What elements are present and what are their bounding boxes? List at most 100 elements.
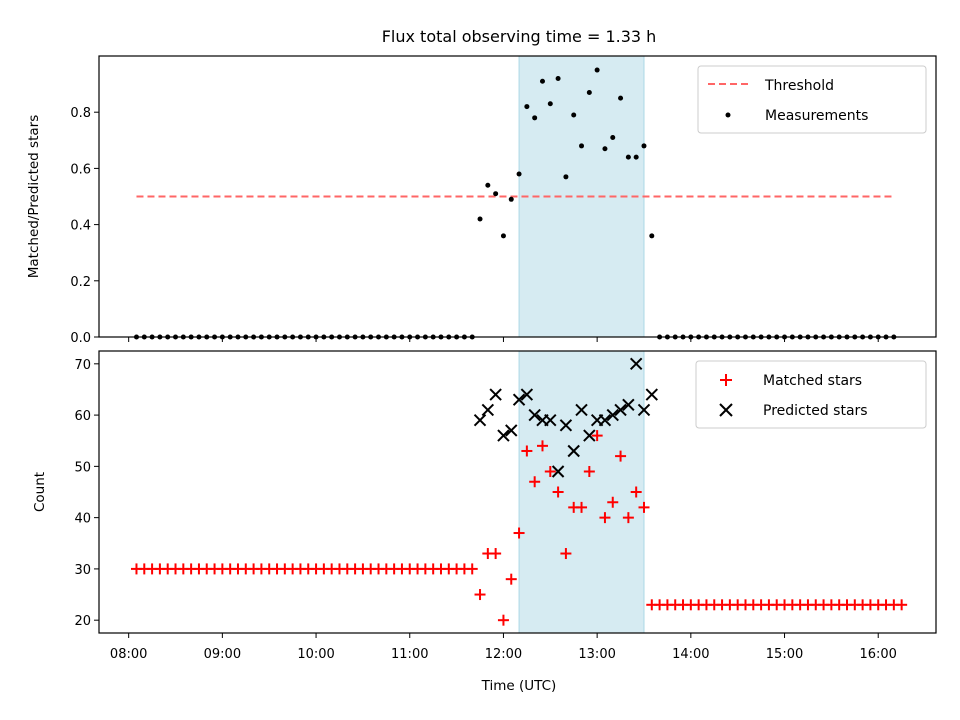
y-tick-label: 0.6: [70, 162, 91, 177]
matched-star-point: [896, 599, 908, 611]
matched-star-point: [536, 440, 548, 452]
top-panel: 0.00.20.40.60.8 Matched/Predicted stars …: [26, 55, 937, 346]
predicted-star-point: [637, 403, 651, 417]
matched-star-point: [505, 573, 517, 585]
chart-title: Flux total observing time = 1.33 h: [382, 27, 657, 46]
matched-star-point: [474, 589, 486, 601]
bottom-panel: 20 30 40 50 60 70 08:00 09:00 10:00 11:00 12:00 13…: [32, 350, 937, 694]
y-tick-label: 0.0: [70, 331, 91, 346]
matched-star-point: [490, 548, 502, 560]
top-y-ticks: 0.0 0.2 0.4 0.6 0.8: [70, 106, 99, 346]
legend-predicted-swatch: [719, 403, 733, 417]
predicted-star-point: [614, 403, 627, 417]
x-tick-label: 10:00: [297, 647, 334, 662]
top-y-axis-label: Matched/Predicted stars: [26, 115, 42, 278]
measurement-point: [579, 143, 585, 149]
matched-star-point: [599, 512, 611, 524]
x-tick-label: 13:00: [578, 647, 615, 662]
bottom-axes-frame: [98, 350, 937, 634]
predicted-star-point: [575, 403, 588, 417]
matched-star-point: [560, 548, 572, 560]
matched-star-point: [521, 445, 533, 457]
predicted-star-point: [622, 398, 635, 412]
y-tick-label: 50: [74, 460, 91, 475]
measurement-point: [516, 171, 522, 177]
x-tick-label: 15:00: [766, 647, 803, 662]
x-tick-label: 16:00: [859, 647, 896, 662]
predicted-stars-points: [473, 357, 659, 478]
measurement-point: [602, 146, 608, 152]
measurement-point: [532, 115, 538, 121]
matched-star-point: [630, 486, 642, 498]
measurement-point: [493, 191, 499, 197]
y-tick-label: 70: [74, 358, 91, 373]
predicted-star-point: [559, 419, 573, 432]
predicted-star-point: [512, 393, 526, 406]
y-tick-label: 0.2: [70, 275, 91, 290]
legend-threshold-label: Threshold: [764, 78, 834, 94]
measurement-points: [133, 67, 897, 340]
predicted-star-point: [606, 408, 619, 422]
predicted-star-point: [645, 388, 659, 401]
predicted-star-point: [598, 414, 612, 427]
top-axes-frame: [98, 55, 937, 338]
predicted-star-point: [497, 429, 510, 442]
legend-matched-label: Matched stars: [763, 373, 862, 389]
bottom-legend: Matched stars Predicted stars: [695, 360, 927, 429]
top-legend: Threshold Measurements: [697, 65, 927, 134]
predicted-star-point: [473, 414, 487, 427]
legend-measurements-swatch: [725, 112, 731, 118]
measurement-point: [594, 67, 600, 73]
y-tick-label: 60: [74, 409, 91, 424]
matched-star-point: [622, 512, 634, 524]
predicted-star-point: [551, 465, 565, 478]
y-tick-label: 0.8: [70, 106, 91, 121]
y-tick-label: 40: [74, 512, 91, 527]
bottom-y-axis-label: Count: [32, 472, 48, 512]
matched-star-point: [466, 563, 478, 575]
matched-star-point: [529, 476, 541, 488]
x-tick-label: 08:00: [110, 647, 147, 662]
measurement-point: [508, 196, 514, 202]
matched-star-point: [513, 527, 525, 539]
measurement-point: [485, 182, 491, 188]
matched-star-point: [552, 486, 564, 498]
y-tick-label: 20: [74, 614, 91, 629]
measurement-point: [625, 154, 631, 160]
predicted-star-point: [528, 408, 541, 422]
matched-star-point: [607, 496, 619, 508]
predicted-star-point: [629, 357, 643, 371]
matched-star-point: [638, 501, 650, 513]
measurement-point: [500, 233, 506, 239]
predicted-star-point: [544, 414, 557, 427]
measurement-point: [524, 104, 530, 110]
x-tick-label: 11:00: [391, 647, 428, 662]
matched-star-point: [497, 614, 509, 626]
legend-measurements-label: Measurements: [765, 108, 868, 124]
legend-matched-swatch: [720, 374, 732, 386]
measurement-point: [586, 90, 592, 96]
y-tick-label: 0.4: [70, 219, 91, 234]
measurement-point: [649, 233, 655, 239]
measurement-point: [477, 216, 483, 222]
bottom-x-ticks: 08:00 09:00 10:00 11:00 12:00 13:00 14:00 15:00…: [110, 633, 897, 662]
measurement-point: [563, 174, 569, 180]
y-tick-label: 30: [74, 563, 91, 578]
measurement-point: [641, 143, 647, 149]
measurement-point: [610, 134, 616, 140]
bottom-y-ticks: 20 30 40 50 60 70: [74, 358, 99, 629]
matched-star-point: [615, 450, 627, 462]
measurement-point: [547, 101, 553, 107]
predicted-star-point: [583, 429, 596, 442]
predicted-star-point: [481, 403, 495, 417]
measurement-point: [633, 154, 639, 160]
measurement-point: [555, 75, 561, 81]
predicted-star-point: [505, 424, 518, 437]
x-tick-label: 12:00: [485, 647, 522, 662]
predicted-star-point: [489, 388, 502, 401]
predicted-star-point: [520, 388, 534, 401]
top-x-ticks: [128, 337, 879, 342]
matched-star-point: [591, 430, 603, 442]
predicted-star-point: [567, 444, 580, 458]
